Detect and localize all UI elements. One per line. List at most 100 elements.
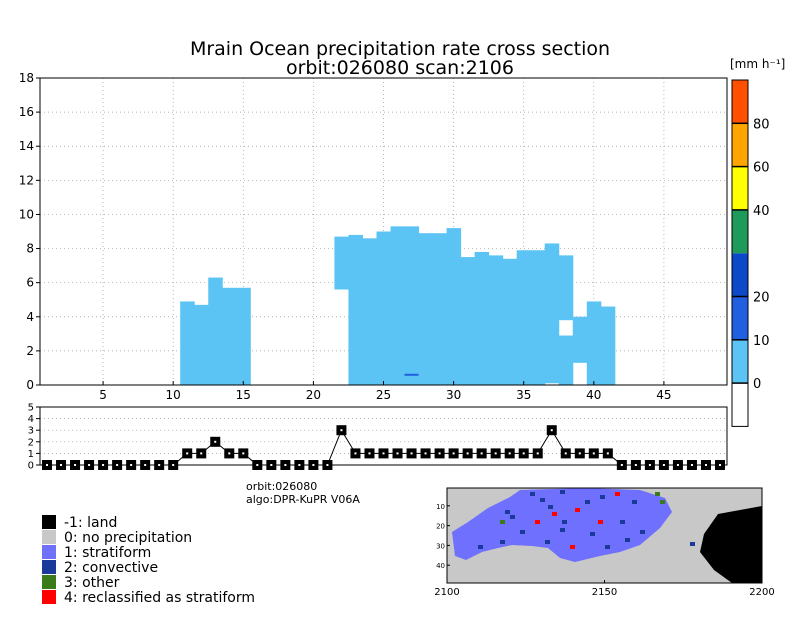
map-pixel [620,520,625,524]
precip-column [516,250,532,385]
precip-column [334,236,349,290]
precip-column [600,306,616,385]
chart-title-line2: orbit:026080 scan:2106 [286,57,514,79]
x-tick-label: 20 [306,388,321,402]
precip-column [418,233,434,385]
map-x-tick-label: 2200 [749,587,774,598]
rain-type-point-dot [88,464,91,466]
rain-type-point-dot [214,440,217,443]
map-pixel [478,545,483,549]
map-y-tick-label: 30 [436,542,445,550]
map-pixel [570,545,575,549]
map-pixel [530,492,535,496]
map-pixel [520,530,525,534]
rain-type-point-dot [354,452,357,455]
rain-type-map: 2100 2150 2200 10 20 30 40 [434,487,775,598]
rain-type-point-dot [382,452,385,455]
map-pixel [540,498,545,502]
info-algo: algo:DPR-KuPR V06A [246,493,360,506]
map-stratiform-area [452,488,672,562]
colorbar-segment [732,339,748,384]
precip-column [376,231,392,385]
map-x-tick-label: 2150 [592,587,617,598]
precip-column [558,335,574,385]
x-tick-label: 30 [446,388,461,402]
colorbar-segment [732,383,748,427]
rain-type-point-dot [676,464,679,466]
precip-column [222,287,237,385]
legend-swatch [42,545,56,559]
map-pixel [605,545,610,549]
x-tick-label: 40 [586,388,601,402]
colorbar-segment [732,209,748,254]
x-tick-label: 10 [166,388,181,402]
legend-swatch [42,590,56,604]
y-tick-label: 12 [19,173,34,187]
x-tick-label: 45 [656,388,671,402]
y-tick-label: 16 [19,105,34,119]
precip-column [362,238,377,385]
map-pixel [615,492,620,496]
colorbar-segment [732,166,748,210]
map-pixel [560,528,565,532]
rain-type-point-dot [620,464,623,466]
rain-type-line [47,429,720,466]
rain-type-point-dot [494,452,497,455]
rain-type-point-dot [242,452,245,455]
rain-type-point-dot [270,464,273,466]
info-orbit: orbit:026080 [246,480,317,493]
colorbar-label: 20 [753,291,770,306]
legend-swatch [42,515,56,529]
colorbar: [mm h⁻¹] 0 10 20 40 60 80 [730,57,785,427]
rain-type-point-dot [606,452,609,455]
legend-label: 4: reclassified as stratiform [64,590,255,606]
map-pixel [600,495,605,499]
map-pixel [545,540,550,544]
rain-type-point-dot [46,464,49,466]
rain-type-point-dot [130,464,133,466]
map-pixel [585,500,590,504]
colorbar-label: 80 [753,117,770,132]
map-pixel [598,520,603,524]
x-tick-label: 5 [99,388,107,402]
rain-type-point-dot [326,464,329,466]
precip-column [488,255,504,385]
legend-label: -1: land [64,515,117,531]
map-pixel [575,508,580,512]
legend-swatch [42,530,56,544]
rain-type-point-dot [340,429,343,432]
rain-type-point-dot [368,452,371,455]
y-tick-label: 6 [26,276,34,290]
map-y-tick-label: 20 [436,523,445,531]
map-pixel [505,510,510,514]
y-tick-label: 4 [26,310,34,324]
sub-y-tick-label: 4 [28,414,34,425]
rain-type-point-dot [704,464,707,466]
colorbar-segment [732,80,748,124]
map-pixel [655,492,660,496]
sub-y-tick-label: 2 [28,437,34,448]
legend-label: 3: other [64,575,120,591]
rain-type-point-dot [452,452,455,455]
colorbar-label: 60 [753,161,770,176]
y-tick-label: 14 [19,139,34,153]
map-pixel [640,530,645,534]
precip-column [460,257,476,385]
colorbar-segment [732,123,748,167]
precip-column [208,277,223,385]
map-pixel [510,515,515,519]
legend-label: 2: convective [64,560,158,576]
map-pixel [632,500,637,504]
y-tick-label: 0 [26,378,34,392]
map-pixel [625,538,630,542]
map-pixel [660,500,665,504]
rain-type-point-dot [158,464,161,466]
rain-type-point-dot [550,429,553,432]
sub-y-tick-label: 0 [28,461,34,472]
rain-type-point-dot [662,464,665,466]
y-tick-label: 2 [26,344,34,358]
precip-column [348,234,363,385]
precip-column [502,258,518,385]
